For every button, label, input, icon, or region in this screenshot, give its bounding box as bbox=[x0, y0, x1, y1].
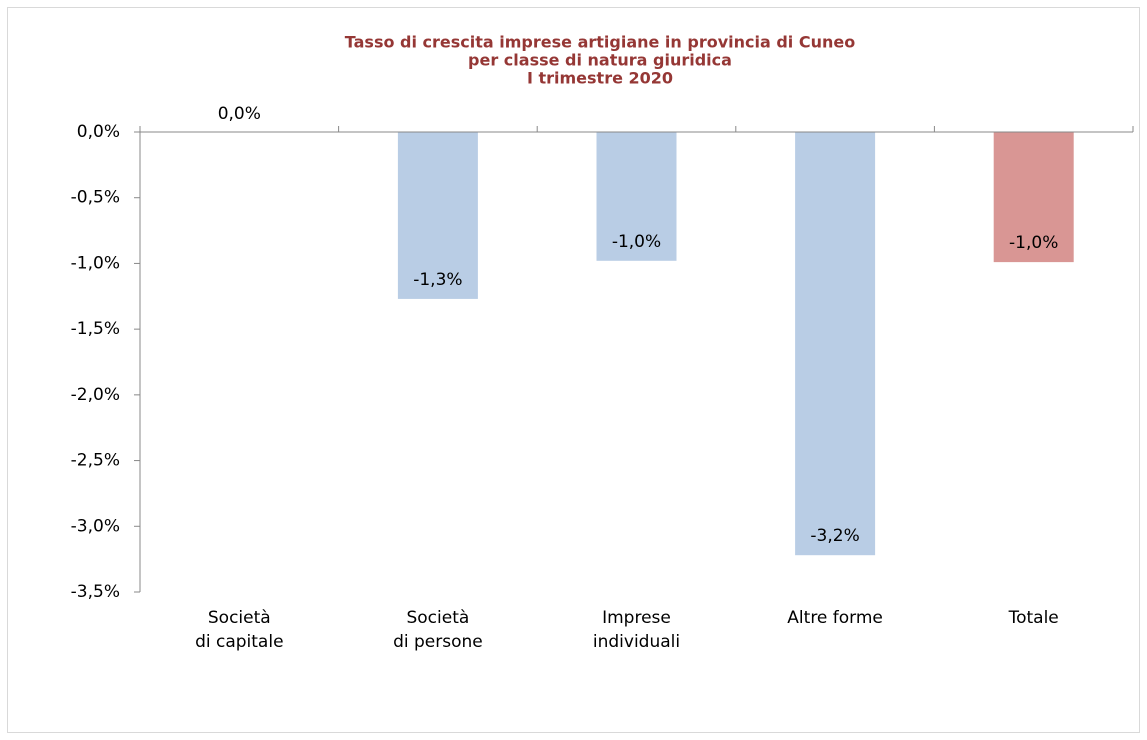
bar bbox=[596, 132, 677, 261]
y-tick-label: -2,5% bbox=[71, 451, 120, 471]
x-tick-label: Società bbox=[406, 608, 469, 628]
x-tick-label: Altre forme bbox=[787, 608, 883, 628]
x-tick-label: Totale bbox=[1008, 608, 1059, 628]
chart-title: I trimestre 2020 bbox=[527, 69, 673, 88]
y-tick-label: -2,0% bbox=[71, 385, 120, 405]
y-tick-label: -1,5% bbox=[71, 319, 120, 339]
bar bbox=[795, 132, 876, 556]
data-label: -1,0% bbox=[612, 232, 661, 252]
chart-border bbox=[7, 7, 1140, 733]
x-tick-label: individuali bbox=[593, 632, 680, 652]
data-label: -1,0% bbox=[1009, 233, 1058, 253]
y-tick-label: -3,0% bbox=[71, 516, 120, 536]
x-tick-label: Società bbox=[208, 608, 271, 628]
x-tick-label: di persone bbox=[393, 632, 483, 652]
bar bbox=[993, 132, 1074, 263]
x-tick-label: Imprese bbox=[602, 608, 671, 628]
y-tick-label: 0,0% bbox=[77, 122, 120, 142]
y-tick-label: -1,0% bbox=[71, 253, 120, 273]
data-label: 0,0% bbox=[218, 104, 261, 124]
data-label: -1,3% bbox=[413, 270, 462, 290]
chart-title: Tasso di crescita imprese artigiane in p… bbox=[345, 33, 855, 52]
y-tick-label: -3,5% bbox=[71, 582, 120, 602]
y-tick-label: -0,5% bbox=[71, 188, 120, 208]
x-tick-label: di capitale bbox=[195, 632, 283, 652]
bar bbox=[397, 132, 478, 299]
data-label: -3,2% bbox=[810, 526, 859, 546]
chart-title: per classe di natura giuridica bbox=[468, 51, 732, 70]
